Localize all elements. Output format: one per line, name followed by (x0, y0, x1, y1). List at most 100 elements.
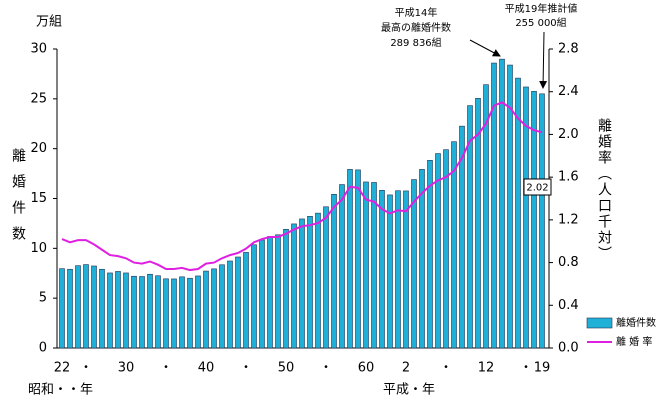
bar (315, 212, 321, 349)
bar (283, 228, 289, 349)
bar (411, 179, 417, 349)
bar (307, 216, 313, 349)
bar (227, 260, 233, 349)
bar (163, 278, 169, 349)
arrow (469, 39, 501, 57)
bar (83, 264, 89, 349)
x-tick-label: 19 (534, 361, 551, 376)
bar (427, 160, 433, 349)
bar (355, 169, 361, 349)
bar (291, 223, 297, 349)
legend-label: 離婚件数 (616, 316, 656, 329)
legend-label: 離 婚 率 (616, 335, 652, 348)
rate-line (61, 101, 543, 272)
bar (507, 64, 513, 349)
x-tick-label: 60 (358, 361, 375, 376)
bar (347, 169, 353, 349)
x-tick-label: ・ (439, 361, 452, 376)
y-axis-label: 離婚件数 (10, 147, 26, 252)
bar (299, 218, 305, 349)
bar (491, 62, 497, 349)
bar (403, 190, 409, 349)
bar (331, 194, 337, 349)
y2-tick-label: 2.8 (558, 42, 579, 57)
bar (395, 190, 401, 349)
y-tick-label: 15 (30, 191, 47, 206)
bar (171, 278, 177, 349)
y2-tick-label: 1.6 (558, 170, 579, 185)
bar (539, 93, 545, 349)
y2-tick-label: 0.8 (558, 255, 579, 270)
bar (531, 91, 537, 349)
bar (203, 270, 209, 349)
bar (259, 239, 265, 349)
bar (387, 194, 393, 349)
annotation: 平成19年推計値 (505, 2, 578, 15)
x-tick-label: ・ (79, 361, 92, 376)
x-tick-label: 30 (118, 361, 135, 376)
x-tick-label: ・ (519, 361, 532, 376)
bar (235, 256, 241, 349)
bar (323, 206, 329, 349)
unit-label: 万組 (36, 15, 62, 30)
bar (451, 141, 457, 349)
bar (267, 236, 273, 349)
bar (211, 268, 217, 349)
y-tick-label: 20 (30, 141, 47, 156)
bar (139, 276, 145, 349)
annotation: 最高の離婚件数 (381, 21, 451, 34)
bar (219, 264, 225, 349)
y-tick-label: 30 (30, 42, 47, 57)
value-label-box (523, 178, 552, 196)
bar (195, 275, 201, 349)
x-tick-label: 40 (198, 361, 215, 376)
bar (243, 252, 249, 349)
bar (379, 190, 385, 349)
y2-tick-label: 1.2 (558, 212, 579, 227)
annotation: 289 836組 (390, 36, 441, 49)
x-tick-label: 22 (54, 361, 71, 376)
value-label: 2.02 (526, 183, 548, 194)
y-tick-label: 10 (30, 241, 47, 256)
bar (155, 275, 161, 349)
x-tick-label: ・ (239, 361, 252, 376)
y2-tick-label: 2.4 (558, 84, 579, 99)
y-tick-label: 5 (39, 291, 47, 306)
bar (363, 181, 369, 349)
y-tick-label: 25 (30, 91, 47, 106)
bar (483, 84, 489, 349)
bar (499, 58, 505, 349)
bar (75, 265, 81, 349)
bar (107, 272, 113, 349)
bar (131, 275, 137, 349)
era-label: 昭和・・年 (28, 383, 93, 398)
bar (99, 268, 105, 349)
era-label: 平成・年 (383, 383, 435, 398)
bar (475, 98, 481, 349)
bar (179, 276, 185, 349)
bar (67, 268, 73, 349)
bar (419, 169, 425, 349)
bar (371, 182, 377, 349)
bar (123, 272, 129, 349)
x-tick-label: 2 (402, 361, 410, 376)
x-tick-label: 50 (278, 361, 295, 376)
y2-axis-label: 離婚率（人口千対） (596, 117, 612, 262)
bar (251, 244, 257, 349)
bar (435, 153, 441, 349)
bar (459, 125, 465, 349)
bar (443, 149, 449, 349)
bar (275, 234, 281, 349)
y2-tick-label: 2.0 (558, 127, 579, 142)
x-tick-label: ・ (319, 361, 332, 376)
x-tick-label: 12 (478, 361, 495, 376)
arrow (539, 31, 548, 89)
bar (523, 86, 529, 349)
y2-tick-label: 0.0 (558, 341, 579, 356)
bar (59, 268, 65, 349)
bar (115, 271, 121, 349)
bar (91, 265, 97, 349)
y-tick-label: 0 (39, 341, 47, 356)
